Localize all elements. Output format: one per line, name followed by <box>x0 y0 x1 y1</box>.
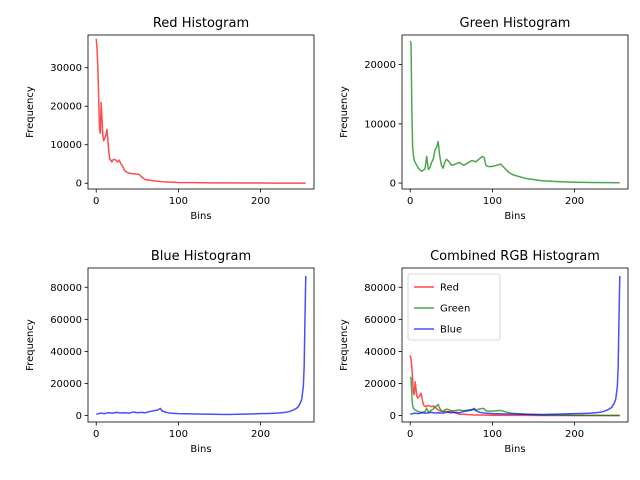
x-axis-label: Bins <box>504 211 525 222</box>
legend-label-green: Green <box>440 304 470 315</box>
chart-title: Red Histogram <box>153 16 249 31</box>
x-tick-label: 0 <box>407 429 413 440</box>
y-tick-label: 40000 <box>364 347 396 358</box>
y-axis-label: Frequency <box>339 86 350 138</box>
x-tick-label: 0 <box>93 196 99 207</box>
x-tick-label: 200 <box>565 196 584 207</box>
y-tick-label: 0 <box>76 411 82 422</box>
y-tick-label: 20000 <box>364 379 396 390</box>
chart-title: Combined RGB Histogram <box>430 249 600 264</box>
axes-frame <box>401 34 629 190</box>
y-tick-label: 0 <box>390 179 396 190</box>
series-line-red <box>409 355 620 417</box>
axes-frame <box>87 267 315 423</box>
chart-title: Green Histogram <box>460 16 571 31</box>
y-tick-label: 0 <box>390 411 396 422</box>
x-tick-label: 200 <box>251 429 270 440</box>
legend-box <box>407 273 501 341</box>
y-tick-label: 10000 <box>50 140 82 151</box>
y-tick-label: 60000 <box>364 315 396 326</box>
x-tick-label: 100 <box>169 196 188 207</box>
chart-panel-1: 0 100 200 0 10000 20000 30000 Red Histogram Bins… <box>25 16 315 222</box>
axes-frame <box>401 267 629 423</box>
axes-frame <box>87 34 315 190</box>
y-tick-label: 60000 <box>50 315 82 326</box>
legend-label-blue: Blue <box>440 325 462 336</box>
y-axis-label: Frequency <box>25 86 36 138</box>
y-tick-label: 20000 <box>364 60 396 71</box>
chart-legend: Red Green Blue <box>407 273 501 341</box>
y-axis-label: Frequency <box>25 319 36 371</box>
y-tick-label: 40000 <box>50 347 82 358</box>
y-tick-label: 80000 <box>50 283 82 294</box>
series-line-channel-1 <box>95 38 306 184</box>
x-tick-label: 100 <box>483 429 502 440</box>
y-tick-label: 30000 <box>50 63 82 74</box>
series-line-blue <box>410 276 621 416</box>
y-axis-label: Frequency <box>339 319 350 371</box>
chart-panel-3: 0 100 200 0 20000 40000 60000 80000 Blue Histogr… <box>25 249 315 455</box>
chart-panel-2: 0 100 200 0 10000 20000 Green Histogram Bins Fre… <box>339 16 629 222</box>
x-axis-label: Bins <box>190 211 211 222</box>
chart-title: Blue Histogram <box>151 249 251 264</box>
x-tick-label: 0 <box>407 196 413 207</box>
series-line-channel-2 <box>409 40 620 184</box>
y-tick-label: 10000 <box>364 119 396 130</box>
y-tick-label: 20000 <box>50 102 82 113</box>
series-line-channel-3 <box>96 276 307 416</box>
x-tick-label: 0 <box>93 429 99 440</box>
chart-panel-4: 0 100 200 0 20000 40000 60000 80000 Combined RGB… <box>339 249 629 455</box>
y-tick-label: 80000 <box>364 283 396 294</box>
y-tick-label: 20000 <box>50 379 82 390</box>
series-line-green <box>409 376 620 417</box>
legend-label-red: Red <box>440 283 459 294</box>
x-tick-label: 100 <box>483 196 502 207</box>
x-axis-label: Bins <box>190 444 211 455</box>
x-axis-label: Bins <box>504 444 525 455</box>
y-tick-label: 0 <box>76 179 82 190</box>
x-tick-label: 200 <box>565 429 584 440</box>
x-tick-label: 200 <box>251 196 270 207</box>
x-tick-label: 100 <box>169 429 188 440</box>
